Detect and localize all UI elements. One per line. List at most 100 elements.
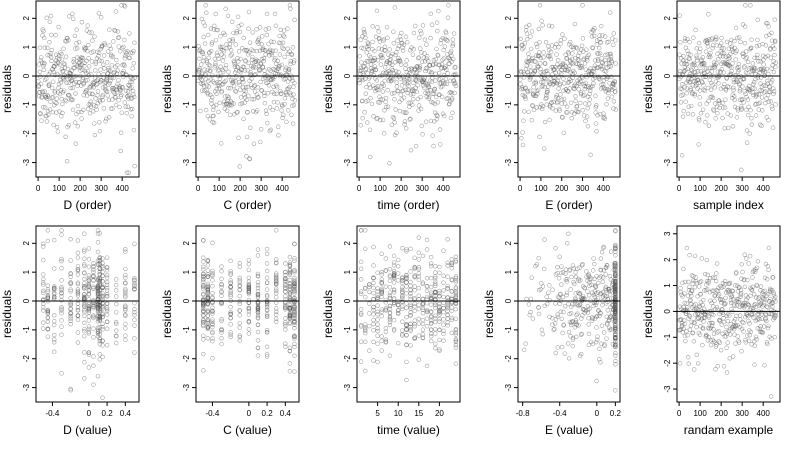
data-point xyxy=(255,273,261,279)
y-axis-label: residuals xyxy=(0,290,14,338)
x-tick-label: 400 xyxy=(757,409,771,418)
data-point xyxy=(762,297,767,302)
data-point xyxy=(754,337,759,342)
data-point xyxy=(59,265,64,271)
data-point xyxy=(398,62,404,67)
data-point xyxy=(769,38,775,43)
data-point xyxy=(93,96,98,101)
data-point xyxy=(748,107,753,113)
data-point xyxy=(451,31,457,36)
data-point xyxy=(292,314,297,320)
data-point xyxy=(719,35,724,41)
data-point xyxy=(558,38,564,43)
data-point xyxy=(717,105,722,111)
data-point xyxy=(686,51,691,57)
data-point xyxy=(400,280,405,286)
data-point xyxy=(75,267,81,272)
data-point xyxy=(81,107,86,113)
data-point xyxy=(708,50,713,56)
data-point xyxy=(251,96,257,102)
data-point xyxy=(697,303,702,309)
data-point xyxy=(594,325,599,330)
data-point xyxy=(608,54,614,59)
data-point xyxy=(610,303,616,308)
data-point xyxy=(564,290,570,296)
data-point xyxy=(720,100,725,106)
data-point xyxy=(209,98,214,103)
data-point xyxy=(237,164,242,169)
data-point xyxy=(274,228,279,233)
data-point xyxy=(281,33,286,38)
data-point xyxy=(400,276,405,281)
data-point xyxy=(400,333,405,338)
data-point xyxy=(211,104,216,109)
data-point xyxy=(735,35,740,41)
data-point xyxy=(286,67,292,72)
data-point xyxy=(578,90,584,95)
data-point xyxy=(428,284,434,290)
data-point xyxy=(734,297,739,302)
data-point xyxy=(585,310,591,315)
data-point xyxy=(728,51,733,57)
data-point xyxy=(61,68,66,74)
data-point xyxy=(682,321,687,327)
data-point xyxy=(121,3,127,8)
data-point xyxy=(437,288,442,294)
data-point xyxy=(601,330,607,335)
data-point xyxy=(428,295,434,300)
data-point xyxy=(41,67,46,73)
data-point xyxy=(379,309,384,314)
data-point xyxy=(404,359,409,365)
data-point xyxy=(525,69,530,75)
data-point xyxy=(525,59,531,65)
data-point xyxy=(61,61,67,66)
data-point xyxy=(450,41,456,47)
data-point xyxy=(425,82,430,87)
data-point xyxy=(752,343,757,349)
data-point xyxy=(740,319,745,325)
data-point xyxy=(423,119,429,124)
data-point xyxy=(410,52,416,57)
data-point xyxy=(90,109,96,114)
data-point xyxy=(392,132,398,138)
data-point xyxy=(205,263,211,268)
data-point xyxy=(400,306,405,312)
y-tick-label: 2 xyxy=(343,16,352,21)
data-point xyxy=(60,110,65,116)
data-point xyxy=(402,77,407,83)
data-point xyxy=(132,317,137,323)
data-point xyxy=(613,297,618,303)
data-point xyxy=(613,343,618,348)
data-point xyxy=(706,315,712,320)
data-point xyxy=(270,48,275,53)
data-point xyxy=(100,43,105,48)
y-tick-label: 1 xyxy=(182,269,191,274)
data-point xyxy=(412,266,417,272)
data-point xyxy=(450,37,456,42)
data-point xyxy=(428,290,434,295)
data-point xyxy=(52,102,57,108)
data-point xyxy=(132,287,137,292)
y-tick-label: -2 xyxy=(182,130,191,138)
data-point xyxy=(102,84,108,90)
data-point xyxy=(256,36,262,41)
data-point xyxy=(681,108,686,114)
data-point xyxy=(527,22,532,28)
data-point xyxy=(573,98,578,104)
data-point xyxy=(131,127,137,133)
data-point xyxy=(237,293,242,299)
data-point xyxy=(132,307,137,312)
data-point xyxy=(269,39,274,44)
data-point xyxy=(771,86,776,91)
data-point xyxy=(576,303,581,309)
data-point xyxy=(745,71,750,76)
data-point xyxy=(586,331,592,337)
data-point xyxy=(52,322,57,328)
data-point xyxy=(524,31,530,36)
data-point xyxy=(207,117,213,122)
data-point xyxy=(96,53,101,59)
data-point xyxy=(283,289,288,294)
data-point xyxy=(419,123,424,129)
data-point xyxy=(766,99,772,105)
data-point xyxy=(562,303,568,309)
